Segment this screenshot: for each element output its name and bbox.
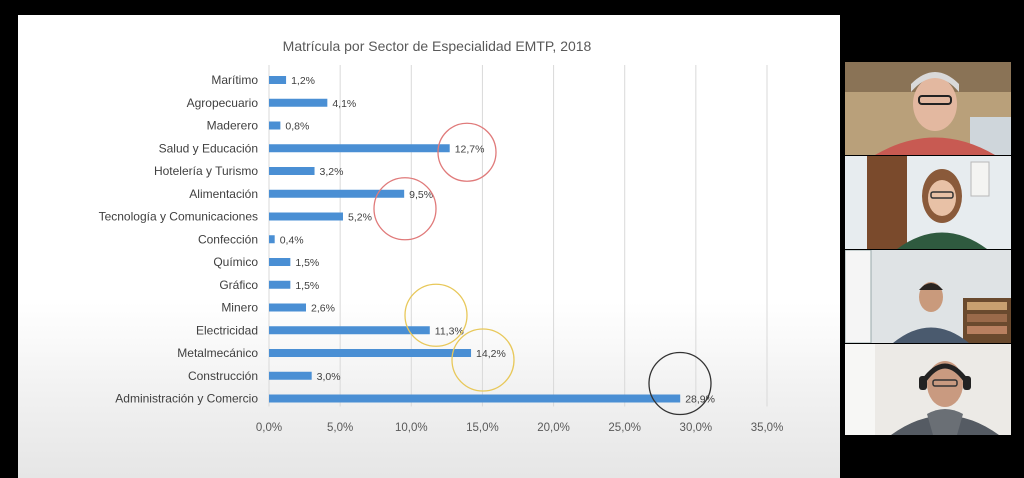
category-label: Maderero xyxy=(207,119,259,133)
participant-3[interactable] xyxy=(845,250,1011,343)
person-video-icon xyxy=(845,156,1011,249)
bar xyxy=(269,76,287,84)
highlight-circle xyxy=(404,283,468,347)
category-label: Minero xyxy=(221,301,258,315)
data-label: 1,5% xyxy=(295,280,319,292)
data-label: 1,2% xyxy=(291,75,315,87)
category-label: Salud y Educación xyxy=(159,141,258,155)
x-tick-label: 20,0% xyxy=(537,422,570,434)
category-label: Químico xyxy=(213,255,258,269)
participant-4[interactable] xyxy=(845,344,1011,435)
bar xyxy=(269,280,291,289)
x-tick-label: 35,0% xyxy=(751,422,784,434)
highlight-circle xyxy=(373,177,437,241)
bar xyxy=(269,235,275,244)
data-label: 5,2% xyxy=(348,212,372,224)
data-label: 4,1% xyxy=(332,98,356,110)
bar xyxy=(269,189,405,198)
x-tick-label: 25,0% xyxy=(608,422,641,434)
chart-title: Matrícula por Sector de Especialidad EMT… xyxy=(283,38,592,54)
data-label: 28,9% xyxy=(685,394,715,406)
x-tick-label: 10,0% xyxy=(395,422,428,434)
data-label: 0,8% xyxy=(285,121,309,133)
category-label: Alimentación xyxy=(189,187,258,201)
category-label: Agropecuario xyxy=(187,96,259,110)
bar xyxy=(269,303,306,312)
highlight-circle xyxy=(451,328,515,392)
data-label: 11,3% xyxy=(435,325,464,337)
data-label: 3,0% xyxy=(317,371,341,383)
highlight-circle xyxy=(648,351,712,416)
category-label: Gráfico xyxy=(219,278,258,292)
bar xyxy=(269,144,450,153)
category-label: Administración y Comercio xyxy=(115,392,258,406)
category-label: Construcción xyxy=(188,369,258,383)
participant-2[interactable] xyxy=(845,156,1011,249)
bar xyxy=(269,371,312,380)
x-tick-label: 15,0% xyxy=(466,422,499,434)
data-label: 14,2% xyxy=(476,348,506,360)
bar xyxy=(269,326,430,335)
category-label: Marítimo xyxy=(211,73,258,87)
participant-1[interactable] xyxy=(845,62,1011,155)
bar xyxy=(269,212,343,221)
category-label: Electricidad xyxy=(196,323,258,337)
category-label: Tecnología y Comunicaciones xyxy=(99,210,258,224)
shared-slide: Matrícula por Sector de Especialidad EMT… xyxy=(18,15,840,478)
bar xyxy=(269,121,281,130)
bar xyxy=(269,349,472,357)
data-label: 12,7% xyxy=(455,143,485,155)
category-label: Metalmecánico xyxy=(177,346,258,360)
category-label: Confección xyxy=(198,232,258,246)
bar xyxy=(269,394,681,403)
data-label: 2,6% xyxy=(311,303,335,315)
x-tick-label: 0,0% xyxy=(256,422,282,434)
person-video-icon xyxy=(845,344,1011,435)
x-tick-label: 5,0% xyxy=(327,422,353,434)
bar xyxy=(269,167,315,175)
bar-chart: Matrícula por Sector de Especialidad EMT… xyxy=(99,38,784,434)
bar xyxy=(269,258,291,266)
data-label: 9,5% xyxy=(409,189,433,201)
person-video-icon xyxy=(845,62,1011,155)
bar xyxy=(269,98,328,107)
x-tick-label: 30,0% xyxy=(680,422,713,434)
person-video-icon xyxy=(845,250,1011,343)
data-label: 0,4% xyxy=(280,234,304,246)
data-label: 1,5% xyxy=(295,257,319,269)
highlight-circle xyxy=(437,122,497,182)
category-label: Hotelería y Turismo xyxy=(154,164,258,178)
data-label: 3,2% xyxy=(320,166,344,178)
